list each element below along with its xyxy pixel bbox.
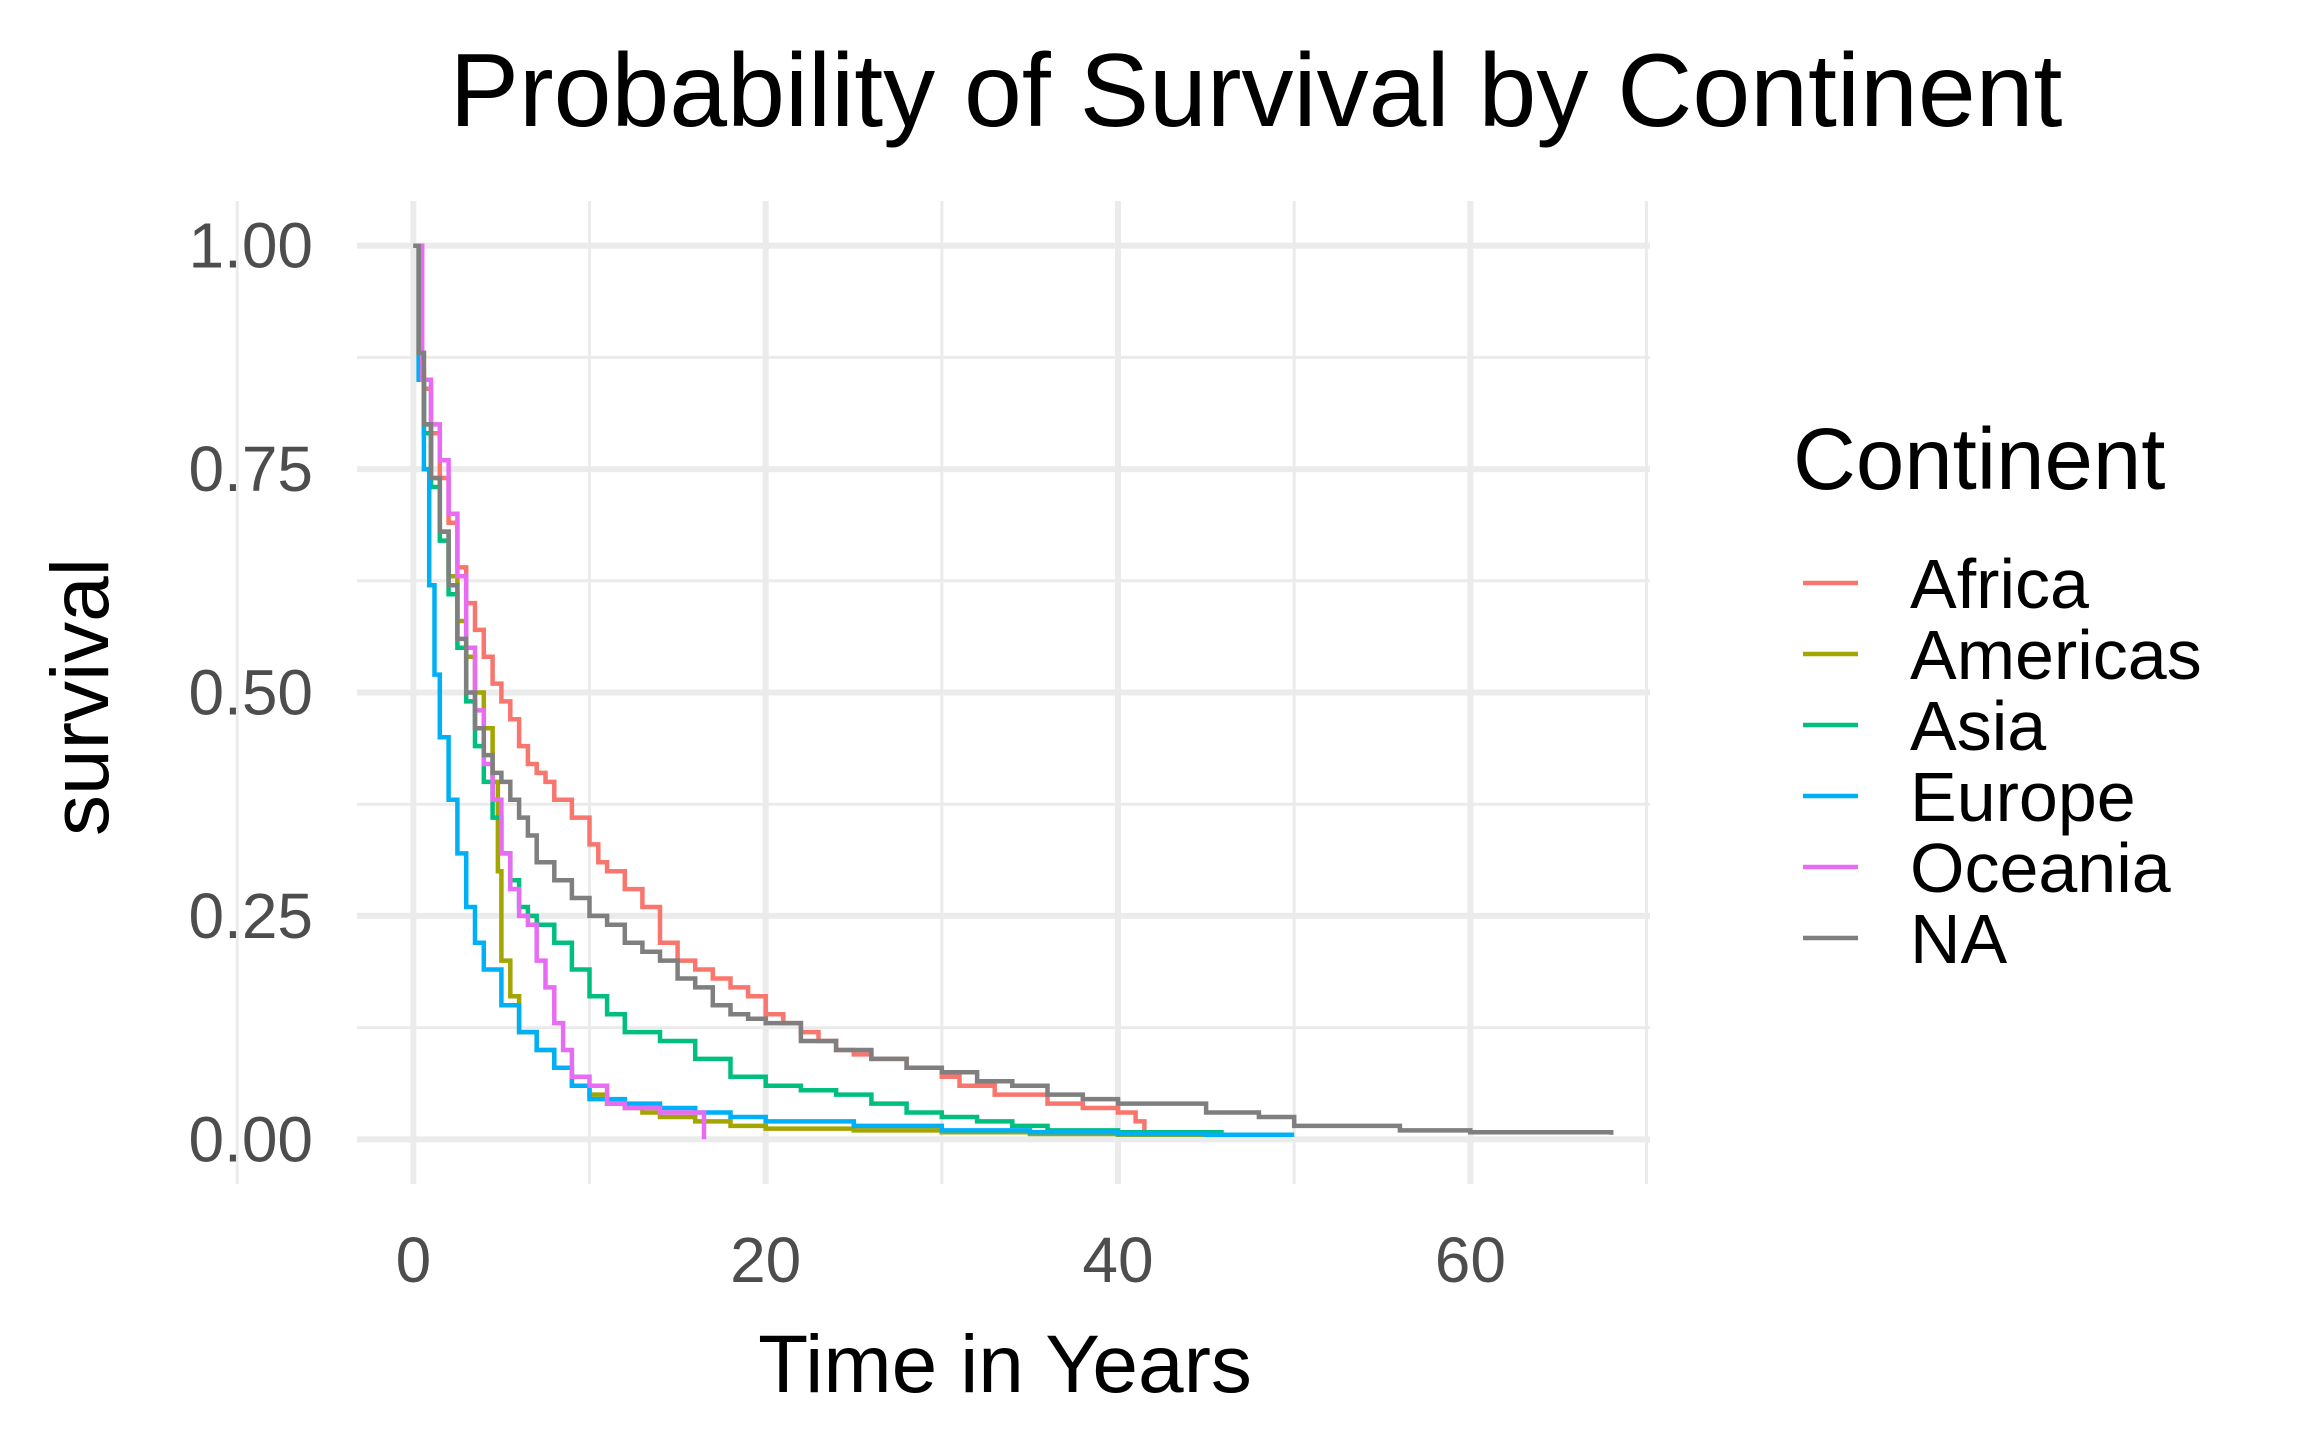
- y-tick-label: 0.00: [188, 1103, 313, 1175]
- legend-label-africa: Africa: [1910, 545, 2089, 623]
- x-tick-label: 20: [730, 1224, 801, 1296]
- y-tick-label: 0.25: [188, 880, 313, 952]
- legend-label-americas: Americas: [1910, 616, 2202, 694]
- x-axis-title: Time in Years: [758, 1319, 1252, 1410]
- series-line-oceania: [413, 243, 707, 1140]
- x-tick-label: 60: [1435, 1224, 1506, 1296]
- legend-title: Continent: [1793, 411, 2165, 508]
- series-line-europe: [413, 243, 1295, 1138]
- legend-label-asia: Asia: [1910, 687, 2046, 765]
- x-tick-label: 40: [1082, 1224, 1153, 1296]
- legend-label-europe: Europe: [1910, 758, 2136, 836]
- x-tick-label: 0: [396, 1224, 432, 1296]
- legend-label-na: NA: [1910, 900, 2008, 978]
- series-line-na: [413, 243, 1614, 1135]
- legend: Continent AfricaAmericasAsiaEuropeOceani…: [1793, 411, 2202, 978]
- chart-title: Probability of Survival by Continent: [450, 33, 2063, 149]
- legend-label-oceania: Oceania: [1910, 829, 2171, 907]
- y-axis-title: survival: [35, 558, 126, 836]
- y-tick-label: 1.00: [188, 210, 313, 282]
- y-axis-ticks: 0.00 0.25 0.50 0.75 1.00: [188, 210, 313, 1176]
- y-tick-label: 0.50: [188, 657, 313, 729]
- y-tick-label: 0.75: [188, 433, 313, 505]
- series-layer: [413, 243, 1614, 1140]
- x-axis-ticks: 0 20 40 60: [396, 1224, 1506, 1296]
- plot-panel: [235, 201, 1650, 1184]
